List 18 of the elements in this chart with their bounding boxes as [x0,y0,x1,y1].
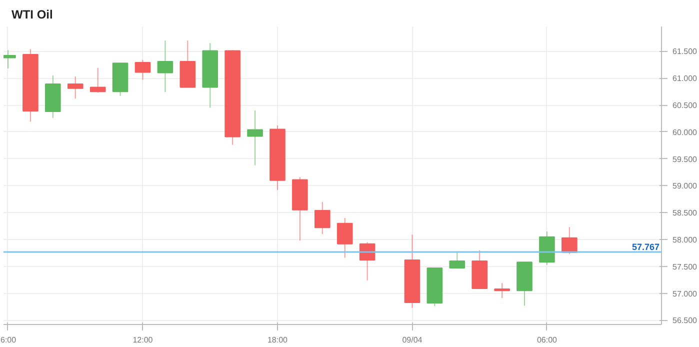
chart-title: WTI Oil [12,8,53,22]
x-tick-label: 12:00 [132,336,154,344]
y-tick-label: 57.500 [672,262,698,272]
y-tick-label: 59.000 [672,182,698,191]
x-tick-label: 18:00 [267,336,288,344]
y-tick-label: 58.500 [672,208,698,218]
x-tick-label: 09/04 [402,336,423,344]
y-tick-label: 58.000 [672,236,698,245]
y-tick-label: 61.000 [672,74,698,84]
y-tick-label: 61.500 [672,47,698,56]
x-tick-label: 6:00 [0,336,17,344]
y-tick-label: 59.500 [672,154,698,164]
y-tick-label: 60.000 [672,128,698,137]
y-tick-label: 60.500 [672,101,698,110]
y-tick-label: 56.500 [672,316,698,326]
x-tick-label: 06:00 [536,336,558,344]
ref-line-label: 57.767 [632,242,660,252]
y-tick-label: 57.000 [672,289,698,298]
